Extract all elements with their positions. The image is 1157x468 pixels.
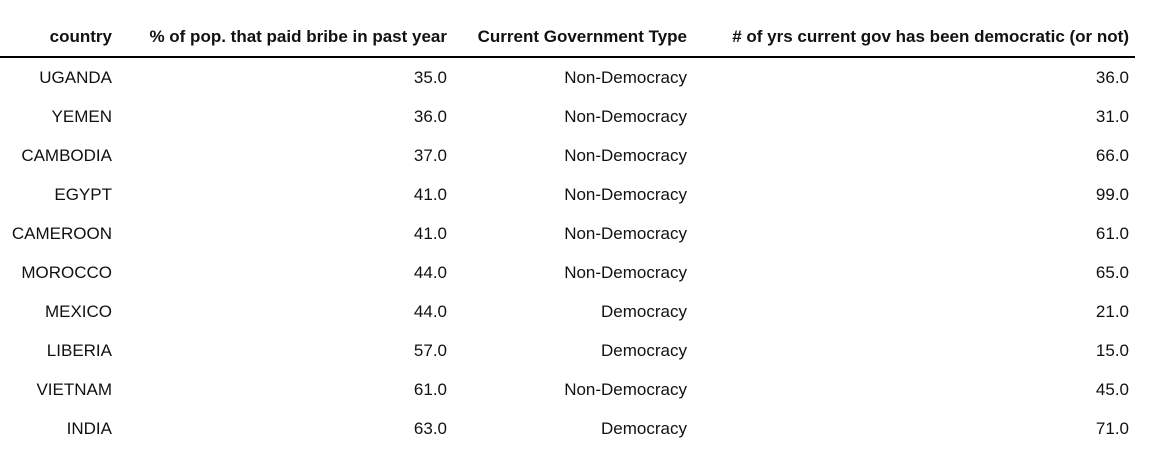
cell-years-democratic: 99.0	[1095, 184, 1129, 204]
cell-country: EGYPT	[54, 184, 112, 204]
cell-country: CAMBODIA	[21, 145, 112, 165]
cell-government-type: Non-Democracy	[564, 223, 687, 243]
column-header-years-democratic: # of yrs current gov has been democratic…	[693, 18, 1135, 58]
cell-years-democratic: 21.0	[1095, 301, 1129, 321]
cell-years-democratic: 66.0	[1095, 145, 1129, 165]
cell-government-type: Non-Democracy	[564, 67, 687, 87]
table-row: VIETNAM 61.0 Non-Democracy 45.0	[0, 370, 1135, 409]
cell-years-democratic: 36.0	[1095, 67, 1129, 87]
cell-government-type: Democracy	[601, 340, 687, 360]
cell-government-type: Democracy	[601, 418, 687, 438]
cell-bribe-percent: 37.0	[413, 145, 447, 165]
cell-country: VIETNAM	[36, 379, 112, 399]
data-table: country % of pop. that paid bribe in pas…	[0, 18, 1135, 448]
table-row: CAMEROON 41.0 Non-Democracy 61.0	[0, 214, 1135, 253]
column-header-bribe-percent: % of pop. that paid bribe in past year	[118, 18, 453, 58]
cell-government-type: Non-Democracy	[564, 379, 687, 399]
cell-country: MOROCCO	[21, 262, 112, 282]
cell-bribe-percent: 35.0	[413, 67, 447, 87]
table-row: CAMBODIA 37.0 Non-Democracy 66.0	[0, 136, 1135, 175]
table-row: MOROCCO 44.0 Non-Democracy 65.0	[0, 253, 1135, 292]
cell-bribe-percent: 63.0	[413, 418, 447, 438]
cell-government-type: Democracy	[601, 301, 687, 321]
table-row: UGANDA 35.0 Non-Democracy 36.0	[0, 57, 1135, 97]
cell-years-democratic: 65.0	[1095, 262, 1129, 282]
cell-country: UGANDA	[39, 67, 112, 87]
cell-bribe-percent: 61.0	[413, 379, 447, 399]
cell-country: MEXICO	[44, 301, 112, 321]
cell-country: YEMEN	[51, 106, 112, 126]
cell-country: INDIA	[66, 418, 112, 438]
cell-bribe-percent: 36.0	[413, 106, 447, 126]
cell-government-type: Non-Democracy	[564, 145, 687, 165]
column-header-country: country	[0, 18, 118, 58]
table-row: MEXICO 44.0 Democracy 21.0	[0, 292, 1135, 331]
cell-country: CAMEROON	[11, 223, 112, 243]
table-row: LIBERIA 57.0 Democracy 15.0	[0, 331, 1135, 370]
cell-government-type: Non-Democracy	[564, 184, 687, 204]
cell-years-democratic: 45.0	[1095, 379, 1129, 399]
table-row: EGYPT 41.0 Non-Democracy 99.0	[0, 175, 1135, 214]
cell-country: LIBERIA	[46, 340, 112, 360]
table-row: YEMEN 36.0 Non-Democracy 31.0	[0, 97, 1135, 136]
cell-years-democratic: 31.0	[1095, 106, 1129, 126]
table-header-row: country % of pop. that paid bribe in pas…	[0, 18, 1135, 58]
cell-years-democratic: 71.0	[1095, 418, 1129, 438]
cell-government-type: Non-Democracy	[564, 106, 687, 126]
cell-bribe-percent: 44.0	[413, 301, 447, 321]
cell-bribe-percent: 41.0	[413, 223, 447, 243]
cell-years-democratic: 61.0	[1095, 223, 1129, 243]
cell-government-type: Non-Democracy	[564, 262, 687, 282]
cell-bribe-percent: 44.0	[413, 262, 447, 282]
column-header-government-type: Current Government Type	[453, 18, 693, 58]
cell-years-democratic: 15.0	[1095, 340, 1129, 360]
cell-bribe-percent: 57.0	[413, 340, 447, 360]
cell-bribe-percent: 41.0	[413, 184, 447, 204]
table-row: INDIA 63.0 Democracy 71.0	[0, 409, 1135, 448]
